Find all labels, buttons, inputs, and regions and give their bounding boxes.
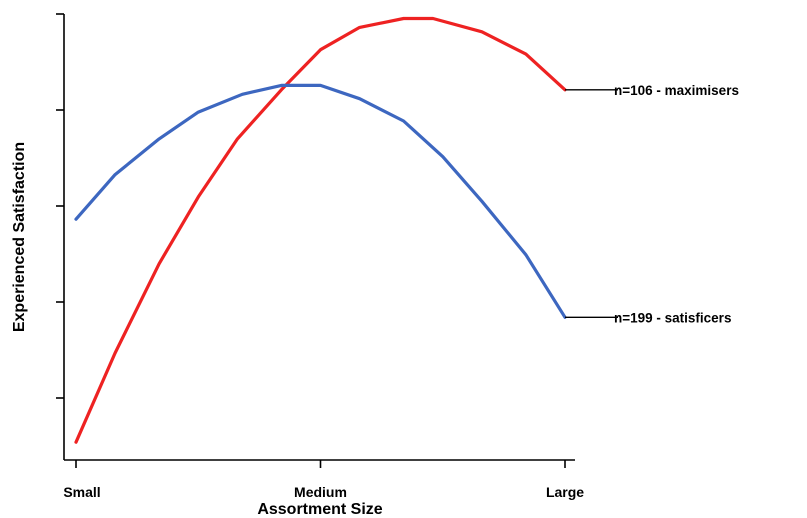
x-ticks: Small Medium Large — [63, 460, 584, 500]
y-ticks — [56, 13, 64, 399]
x-tick-label-1: Medium — [294, 484, 347, 500]
legend-layer: n=106 - maximisers n=199 - satisficers — [565, 83, 739, 325]
x-axis-label: Assortment Size — [257, 501, 382, 518]
x-tick-label-0: Small — [63, 484, 100, 500]
series-line-maximisers — [74, 16, 567, 444]
y-axis-label: Experienced Satisfaction — [11, 142, 28, 332]
legend-label-satisfiers: n=199 - satisficers — [614, 310, 731, 325]
series-layer — [74, 16, 567, 444]
legend-label-maximisers: n=106 - maximisers — [614, 83, 739, 98]
axes — [63, 14, 575, 461]
series-line-satisfiers — [74, 83, 567, 319]
x-tick-label-2: Large — [546, 484, 584, 500]
